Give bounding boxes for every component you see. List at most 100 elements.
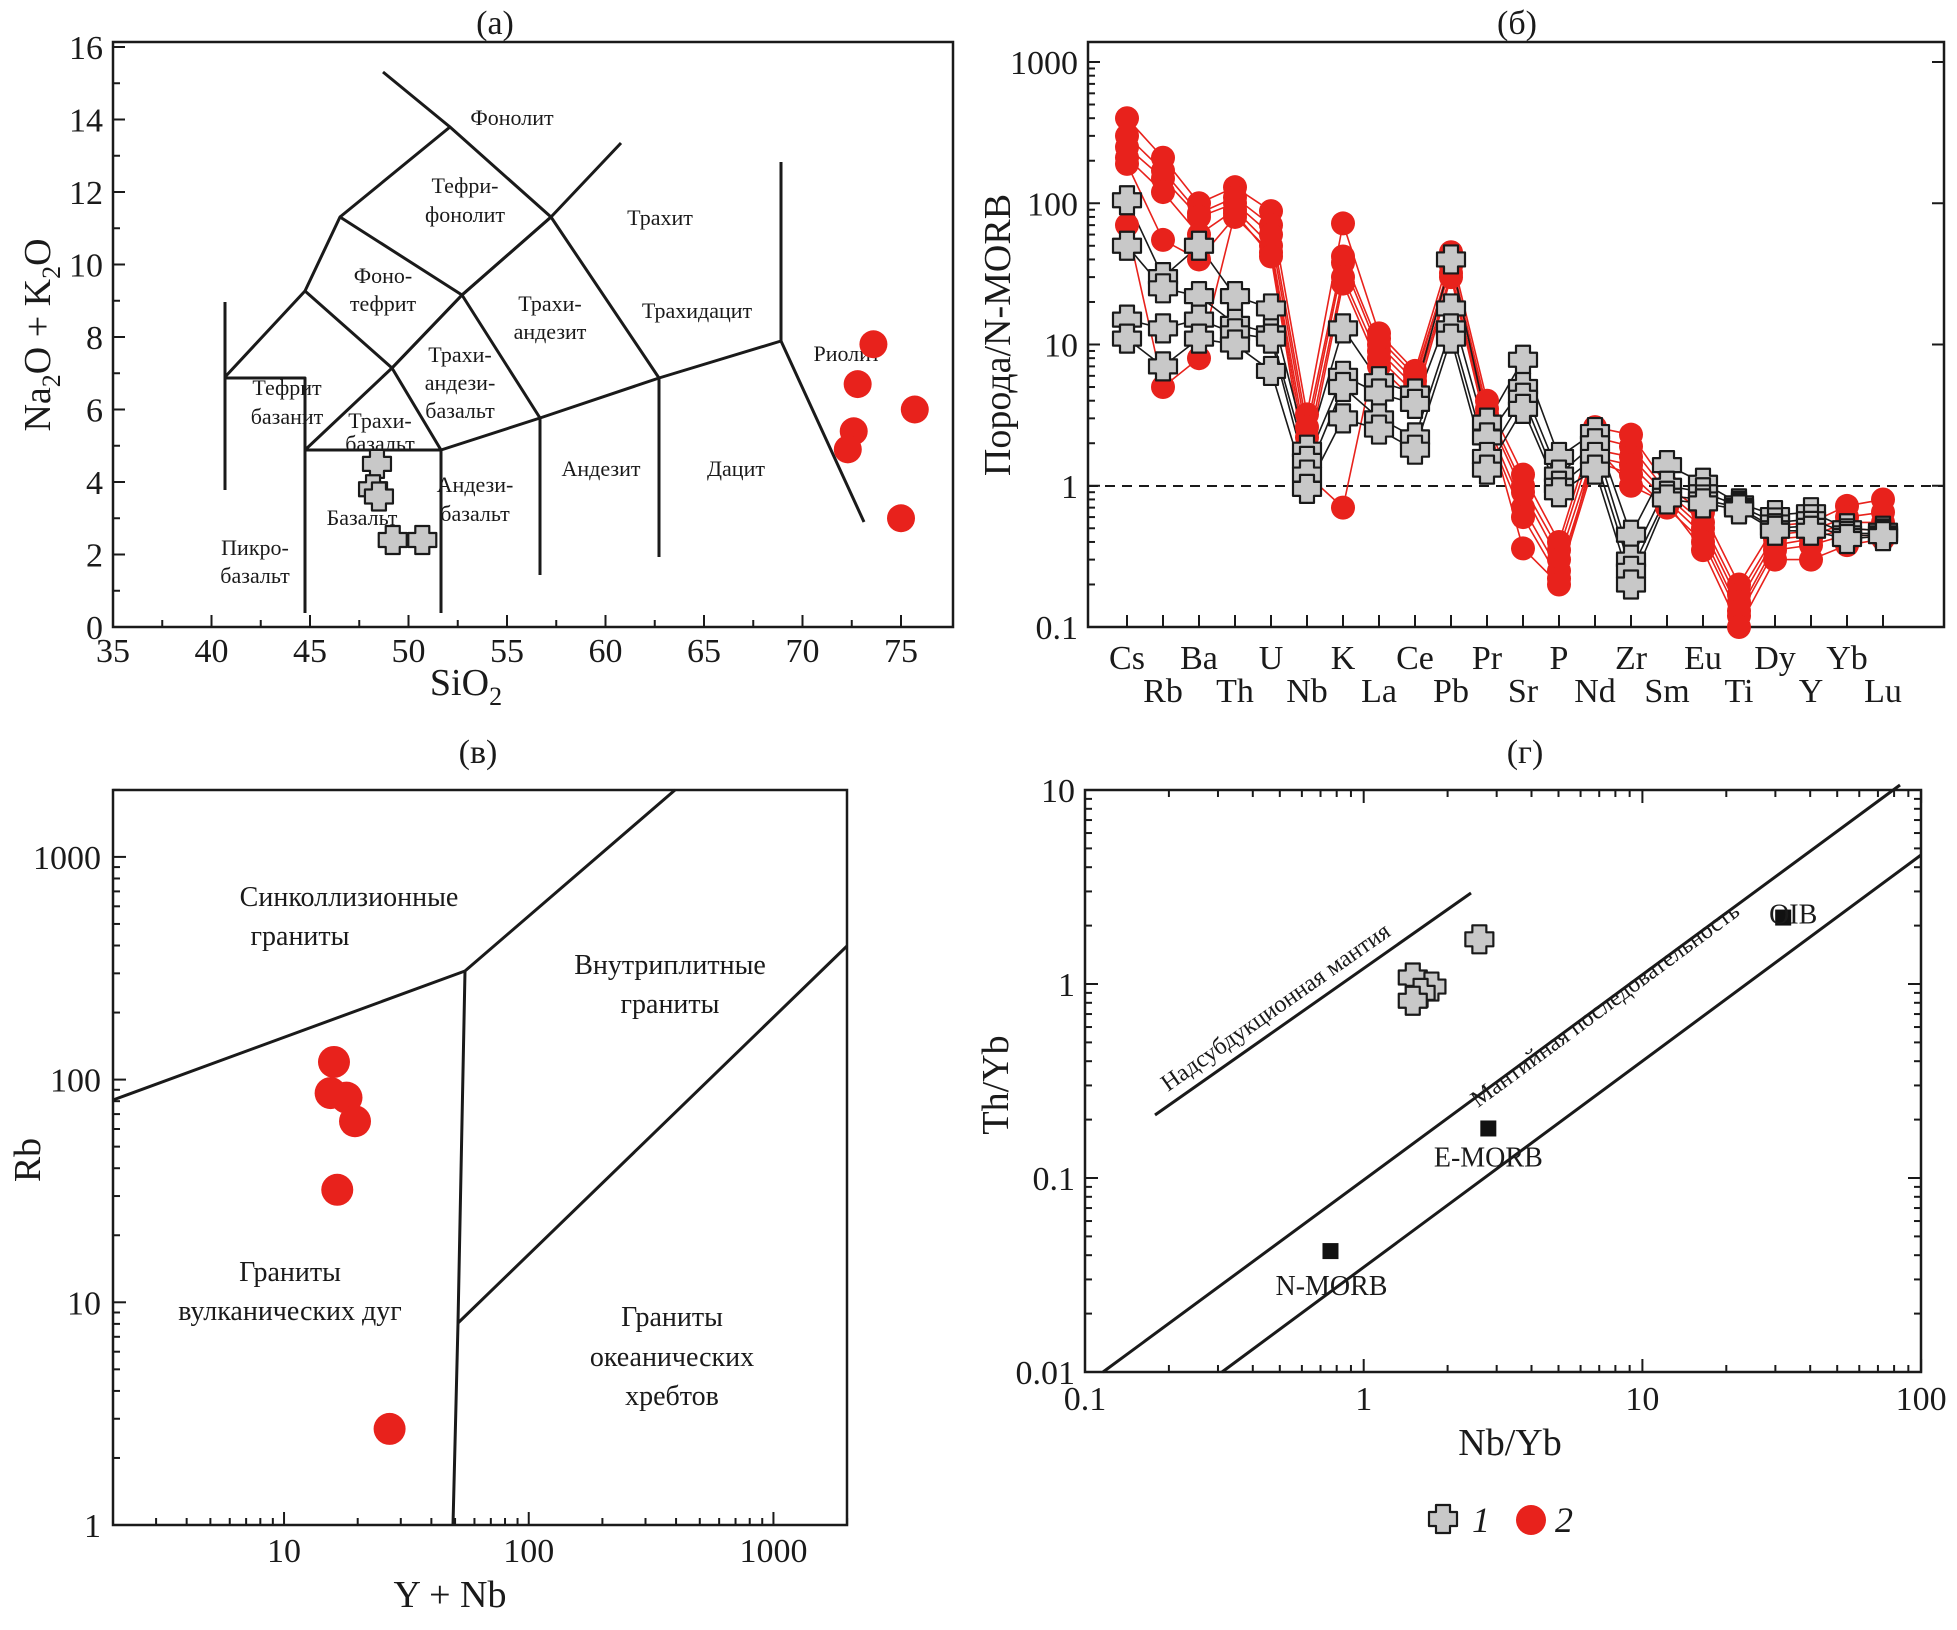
panel-b-series-line [1126, 199, 1884, 537]
panel-a-ytick-label: 16 [69, 30, 103, 67]
panel-d-cross-point [1397, 985, 1428, 1016]
panel-b-category-label: Th [1216, 673, 1254, 710]
panel-c-circle-point [321, 1173, 354, 1206]
panel-b-cross-point [1507, 344, 1539, 375]
panel-b-category-label: Lu [1864, 673, 1902, 710]
panel-b-cross-point [1471, 454, 1503, 485]
panel-c-ytick-label: 10 [67, 1285, 101, 1322]
panel-c-field-labels: Синколлизионные граниты Внутриплитные грани… [178, 882, 766, 1412]
panel-a-field-label: андезит [514, 319, 587, 344]
panel-b-cross-point [1687, 488, 1719, 519]
panel-b-cross-point [1795, 515, 1827, 546]
panel-a-field-label: Дацит [707, 456, 765, 481]
panel-b-ytick-label: 1 [1061, 469, 1078, 506]
panel-a-field-label: базальт [220, 563, 290, 588]
panel-b-cross-point [1651, 484, 1683, 515]
panel-b-circle-point [1547, 572, 1571, 597]
panel-b-cross-point [1111, 185, 1143, 216]
panel-b-category-label: P [1550, 640, 1569, 677]
panel-d-ylabel: Th/Yb [975, 1035, 1017, 1134]
panel-b-series-line [1126, 135, 1884, 597]
panel-c-xtick-label: 10 [267, 1533, 301, 1570]
panel-a-xtick-label: 40 [195, 633, 229, 670]
panel-d-xtick-label: 1 [1355, 1381, 1372, 1418]
panel-b-category-label: Y [1799, 673, 1824, 710]
panel-a-circle-point [887, 504, 915, 533]
panel-a-ytick-label: 6 [86, 393, 103, 430]
panel-b-category-label: Eu [1684, 640, 1722, 677]
panel-b-circle-point [1619, 473, 1643, 498]
panel-a-ylabel: Na2O + K2O [17, 238, 66, 431]
panel-d-reference-label: E-MORB [1434, 1142, 1543, 1173]
panel-a-circle-point [900, 395, 929, 424]
panel-c-xlabel: Y + Nb [394, 1574, 507, 1616]
panel-a-ytick-label: 10 [69, 248, 103, 285]
panel-c-ytick-label: 100 [50, 1063, 101, 1100]
panel-d-xlabel: Nb/Yb [1458, 1422, 1561, 1464]
panel-b-cross-point [1759, 515, 1791, 546]
panel-b-category-label: Ti [1724, 673, 1753, 710]
panel-b-circle-point [1367, 326, 1391, 351]
panel-b-cross-point [1291, 473, 1323, 504]
panel-a-cross-point [377, 524, 408, 556]
panel-b-category-label: Pr [1472, 640, 1503, 677]
panel-b-cross-point [1435, 244, 1467, 275]
panel-a-boundaries [223, 70, 866, 613]
panel-d-line-label: Мантийная последовательность [1466, 898, 1745, 1113]
panel-a-field-label: Трахи- [428, 342, 491, 367]
panel-b-cross-point [1363, 414, 1395, 445]
panel-a-xtick-label: 35 [96, 633, 130, 670]
panel-b-category-label: Yb [1826, 640, 1868, 677]
panel-a-ytick-label: 14 [69, 103, 103, 140]
panel-b-cross-point [1543, 477, 1575, 508]
panel-a-frame [111, 40, 955, 629]
panel-a-ytick-label: 8 [86, 320, 103, 357]
panel-d-reference-marker [1322, 1243, 1339, 1260]
panel-b-category-label: K [1331, 640, 1356, 677]
panel-b-cross-point [1219, 281, 1251, 312]
panel-c-boundaries [112, 788, 849, 1526]
panel-b-cross-point [1867, 521, 1899, 552]
panel-d-ytick-label: 0.1 [1033, 1161, 1076, 1198]
panel-b-category-label: Nd [1574, 673, 1616, 710]
panel-b-circle-point [1259, 244, 1283, 269]
panel-a-circle-point [833, 435, 862, 464]
panel-b-series-line [1126, 157, 1884, 613]
panel-c-xtick-label: 1000 [739, 1533, 807, 1570]
panel-b-cross-point [1147, 351, 1179, 382]
panel-d-ytick-label: 1 [1058, 967, 1075, 1004]
panel-c-field-label: Синколлизионные [240, 882, 459, 913]
panel-c-field-label: Граниты [239, 1257, 341, 1288]
panel-a-field-label: фонолит [425, 202, 505, 227]
panel-b-cross-point [1399, 434, 1431, 465]
panel-a-ytick-label: 12 [69, 175, 103, 212]
panel-b-ytick-label: 1000 [1010, 45, 1078, 82]
panel-b-circle-point [1187, 204, 1211, 229]
panel-b-ytick-label: 100 [1027, 186, 1078, 223]
panel-c-field-label: граниты [621, 989, 720, 1020]
panel-b-cross-point [1327, 403, 1359, 434]
panel-a-field-label: Трахи- [518, 291, 581, 316]
panel-b-category-label: U [1259, 640, 1284, 677]
panel-b-lines [1126, 117, 1884, 629]
panel-a-marks [357, 330, 929, 556]
panel-b-cross-point [1183, 230, 1215, 261]
panel-a-xtick-label: 75 [884, 633, 918, 670]
panel-c-field-label: граниты [251, 921, 350, 952]
panel-d-xtick-label: 0.1 [1064, 1381, 1107, 1418]
panel-b-circle-point [1511, 505, 1535, 530]
panel-b-category-label: Ce [1396, 640, 1434, 677]
panel-a-field-label: Фоно- [354, 263, 412, 288]
panel-b-cross-point [1615, 569, 1647, 600]
panel-c-axes: 10 100 1000 1 10 100 1000 [33, 788, 849, 1570]
panel-a-field-label: Пикро- [221, 535, 289, 560]
panel-b-cross-point [1831, 523, 1863, 555]
panel-b-category-label: Cs [1109, 640, 1145, 677]
panel-a-field-label: Тефри- [432, 173, 499, 198]
panel-d-reference-marker [1775, 909, 1792, 926]
panel-a-field-label: Трахи- [348, 408, 411, 433]
panel-b-circle-point [1799, 547, 1823, 572]
panel-a-field-label: Тефрит [252, 375, 322, 400]
panel-b-category-label: Zr [1615, 640, 1648, 677]
